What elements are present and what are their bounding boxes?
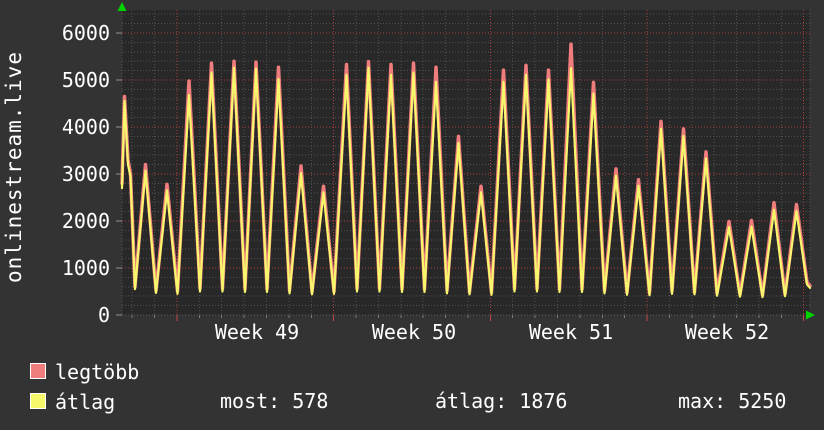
stat-most: most: 578: [220, 389, 329, 413]
y-axis-label-0: 0: [97, 303, 110, 327]
legend-label-legtobb: legtöbb: [55, 360, 140, 384]
y-axis-label-5000: 5000: [61, 68, 110, 92]
legend-swatch-legtobb-icon: [30, 363, 46, 379]
chart-canvas: [116, 2, 815, 321]
stat-max: max: 5250: [678, 389, 787, 413]
y-axis-label-6000: 6000: [61, 21, 110, 45]
y-axis-label-3000: 3000: [61, 162, 110, 186]
x-axis-label-week52: Week 52: [684, 320, 770, 344]
x-axis-label-week49: Week 49: [214, 320, 300, 344]
y-axis-label-4000: 4000: [61, 115, 110, 139]
x-axis-label-week50: Week 50: [371, 320, 457, 344]
x-axis-label-week51: Week 51: [528, 320, 614, 344]
y-axis-label-2000: 2000: [61, 209, 110, 233]
stat-atlag: átlag: 1876: [435, 389, 568, 413]
y-axis-label-1000: 1000: [61, 256, 110, 280]
legend-label-atlag: átlag: [55, 390, 116, 414]
legend-swatch-atlag-icon: [30, 393, 46, 409]
